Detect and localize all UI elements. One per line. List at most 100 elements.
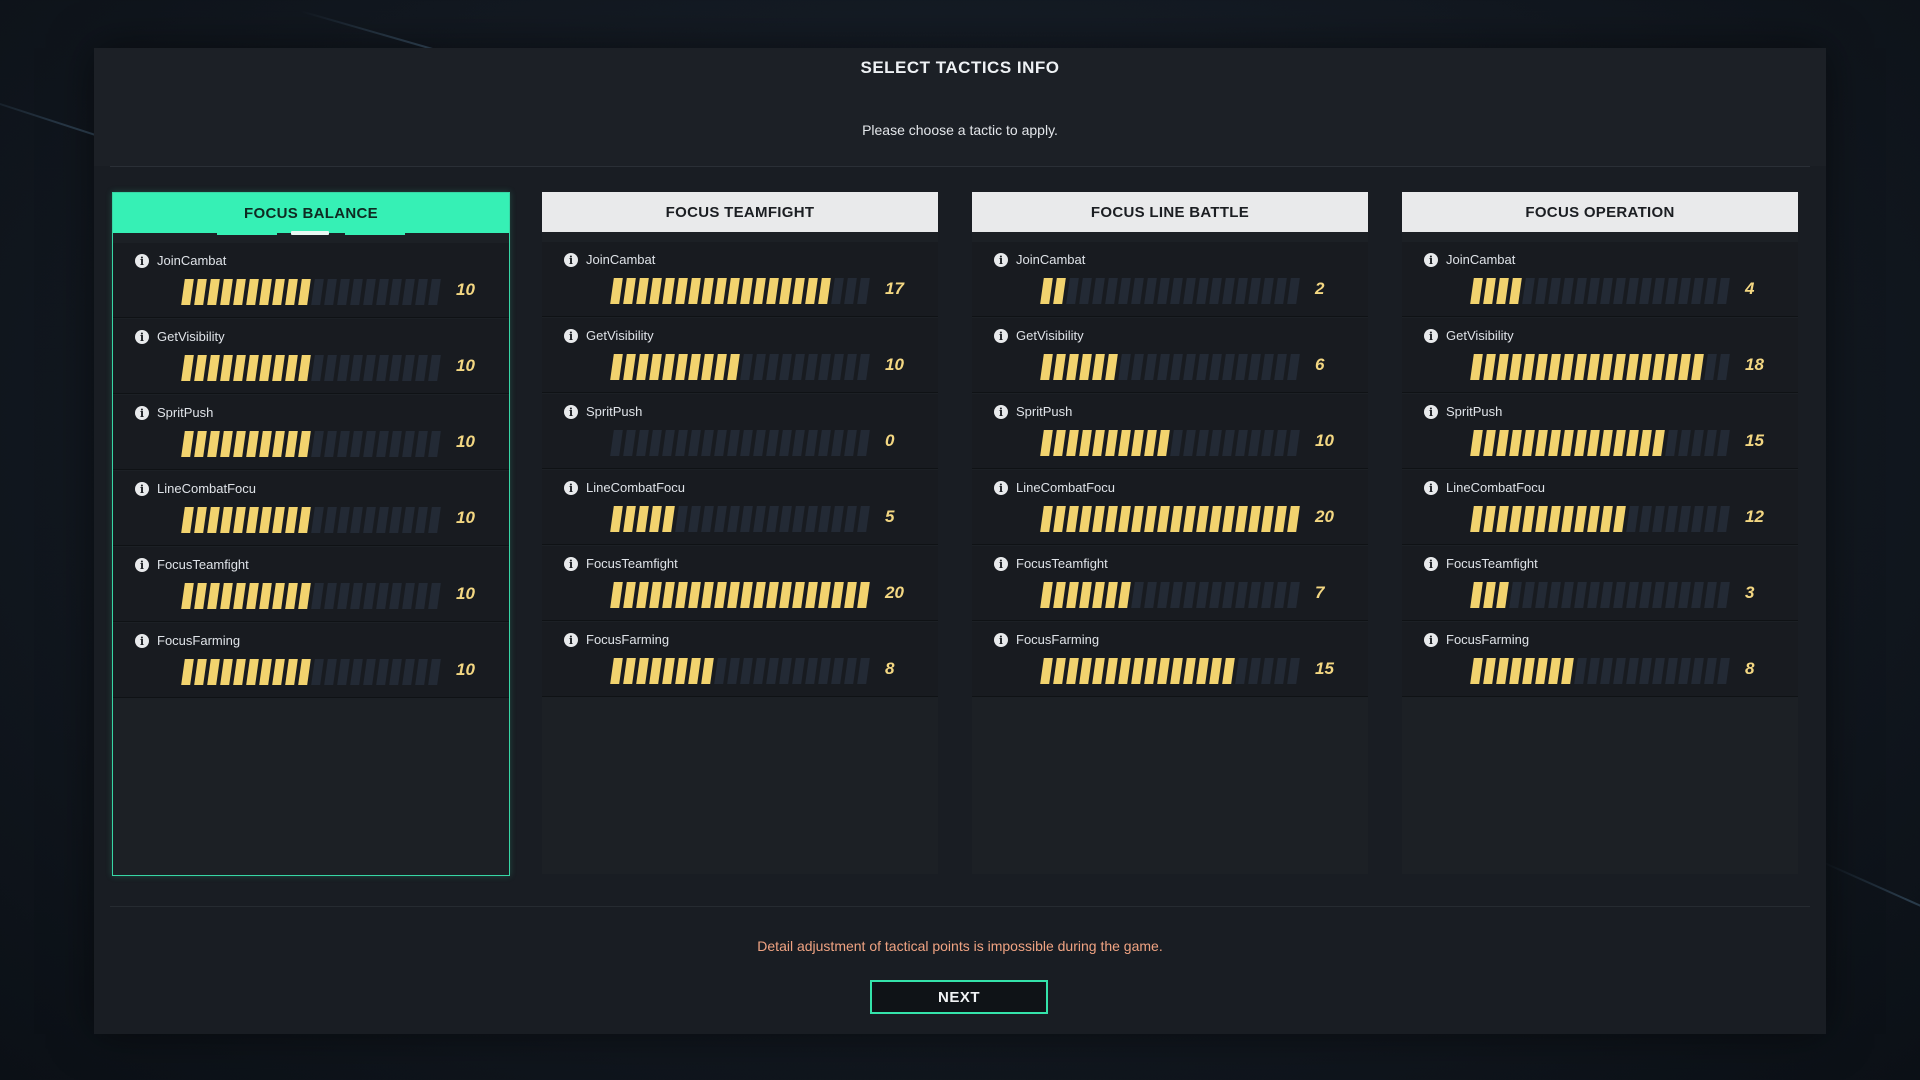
bar-segment-filled (766, 278, 779, 304)
bar-segment-filled (1522, 506, 1535, 532)
bar-segment-filled (207, 507, 220, 533)
tactic-card[interactable]: FOCUS LINE BATTLE i JoinCambat 2 i GetVisibil… (972, 192, 1368, 874)
info-icon[interactable]: i (564, 253, 578, 267)
bar-segment-empty (1209, 430, 1222, 456)
info-icon[interactable]: i (564, 557, 578, 571)
bar-segment-empty (1678, 278, 1691, 304)
stat-bar (1040, 354, 1304, 380)
bar-segment-filled (298, 431, 311, 457)
tactic-header[interactable]: FOCUS OPERATION (1402, 192, 1798, 232)
info-icon[interactable]: i (1424, 481, 1438, 495)
stat-value: 10 (456, 280, 475, 299)
bar-segment-filled (220, 507, 233, 533)
info-icon[interactable]: i (1424, 405, 1438, 419)
stat-label: FocusTeamfight (157, 557, 249, 572)
tactic-header[interactable]: FOCUS TEAMFIGHT (542, 192, 938, 232)
stat-value: 8 (1745, 659, 1755, 678)
bar-segment-filled (1183, 506, 1196, 532)
bar-segment-filled (1248, 506, 1261, 532)
info-icon[interactable]: i (564, 481, 578, 495)
bar-segment-empty (740, 658, 753, 684)
stat-row: i FocusTeamfight 10 (113, 547, 509, 622)
bar-segment-filled (714, 278, 727, 304)
bar-segment-filled (259, 279, 272, 305)
bar-segment-empty (1704, 278, 1717, 304)
bar-segment-empty (376, 279, 389, 305)
tactic-header[interactable]: FOCUS LINE BATTLE (972, 192, 1368, 232)
bar-segment-filled (805, 582, 818, 608)
bar-segment-empty (415, 431, 428, 457)
info-icon[interactable]: i (994, 253, 1008, 267)
info-icon[interactable]: i (1424, 633, 1438, 647)
bar-segment-filled (701, 354, 714, 380)
stat-value: 7 (1315, 583, 1325, 602)
info-icon[interactable]: i (994, 405, 1008, 419)
stat-bar (181, 583, 445, 609)
info-icon[interactable]: i (564, 329, 578, 343)
selected-indicator (291, 231, 329, 235)
info-icon[interactable]: i (994, 557, 1008, 571)
info-icon[interactable]: i (994, 329, 1008, 343)
bar-segment-empty (1639, 506, 1652, 532)
bar-segment-empty (1652, 278, 1665, 304)
info-icon[interactable]: i (135, 558, 149, 572)
bar-segment-filled (1118, 506, 1131, 532)
bar-segment-empty (376, 583, 389, 609)
info-icon[interactable]: i (135, 406, 149, 420)
bar-segment-filled (610, 354, 623, 380)
stat-bar (1470, 354, 1734, 380)
bar-segment-empty (610, 430, 623, 456)
bar-segment-empty (311, 507, 324, 533)
bar-segment-empty (428, 659, 441, 685)
stat-label: JoinCambat (157, 253, 227, 268)
info-icon[interactable]: i (1424, 253, 1438, 267)
tactic-card[interactable]: FOCUS BALANCE i JoinCambat 10 i GetVisibility… (112, 192, 510, 876)
bar-segment-empty (1535, 278, 1548, 304)
bar-segment-filled (1470, 430, 1483, 456)
bar-segment-filled (649, 506, 662, 532)
bar-segment-empty (311, 583, 324, 609)
bar-segment-empty (324, 355, 337, 381)
stat-label: GetVisibility (1016, 328, 1084, 343)
bar-segment-empty (857, 354, 870, 380)
info-icon[interactable]: i (135, 482, 149, 496)
bar-segment-empty (1704, 430, 1717, 456)
bar-segment-empty (766, 506, 779, 532)
info-icon[interactable]: i (564, 633, 578, 647)
bar-segment-filled (246, 431, 259, 457)
bar-segment-filled (1066, 506, 1079, 532)
bar-segment-filled (233, 355, 246, 381)
next-button[interactable]: NEXT (870, 980, 1048, 1014)
bar-segment-filled (1144, 506, 1157, 532)
tactic-card[interactable]: FOCUS TEAMFIGHT i JoinCambat 17 i GetVisibili… (542, 192, 938, 874)
stat-bar (610, 506, 874, 532)
bar-segment-empty (1183, 278, 1196, 304)
info-icon[interactable]: i (994, 633, 1008, 647)
info-icon[interactable]: i (564, 405, 578, 419)
bar-segment-filled (1040, 278, 1053, 304)
bar-segment-empty (1222, 278, 1235, 304)
tactic-card[interactable]: FOCUS OPERATION i JoinCambat 4 i GetVisibilit… (1402, 192, 1798, 874)
bar-segment-filled (1535, 506, 1548, 532)
bar-segment-filled (181, 583, 194, 609)
stat-label: FocusFarming (1016, 632, 1100, 647)
info-icon[interactable]: i (135, 634, 149, 648)
info-icon[interactable]: i (994, 481, 1008, 495)
bar-segment-filled (1613, 354, 1626, 380)
info-icon[interactable]: i (1424, 329, 1438, 343)
tactic-header[interactable]: FOCUS BALANCE (113, 193, 509, 233)
bar-segment-empty (402, 659, 415, 685)
info-icon[interactable]: i (135, 330, 149, 344)
bar-segment-filled (298, 659, 311, 685)
stat-bar (181, 507, 445, 533)
stat-label: FocusFarming (157, 633, 241, 648)
stat-label: GetVisibility (586, 328, 654, 343)
bar-segment-filled (1470, 658, 1483, 684)
bar-segment-filled (1118, 582, 1131, 608)
bar-segment-empty (1287, 278, 1300, 304)
stat-label: FocusTeamfight (1016, 556, 1108, 571)
info-icon[interactable]: i (135, 254, 149, 268)
bar-segment-empty (1131, 278, 1144, 304)
info-icon[interactable]: i (1424, 557, 1438, 571)
bar-segment-empty (844, 278, 857, 304)
